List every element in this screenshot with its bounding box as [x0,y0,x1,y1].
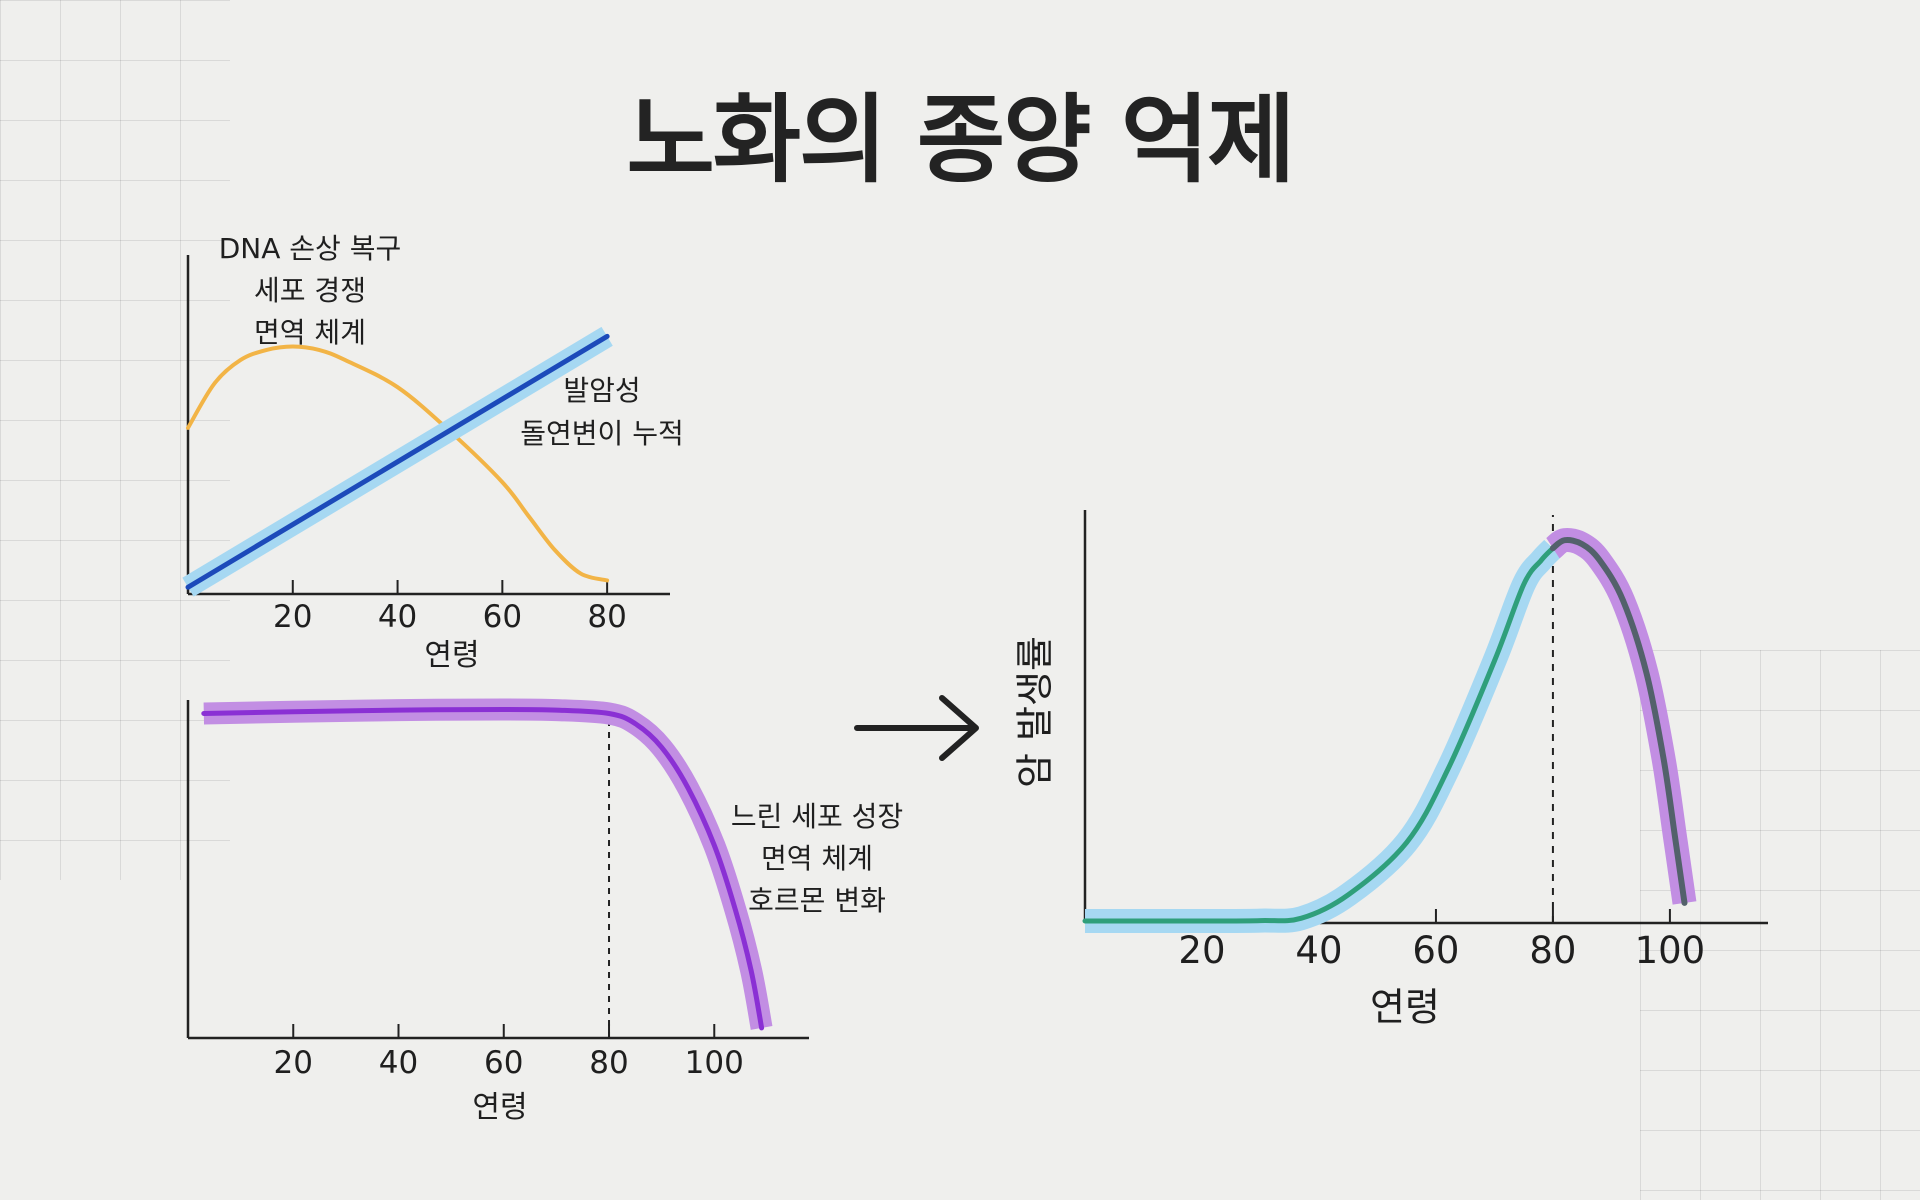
x-tick-label: 20 [273,599,312,635]
x-tick-label: 60 [484,1045,523,1081]
x-tick-label: 40 [1295,929,1342,972]
chart1-ticks: 20 40 60 80 [273,580,627,635]
x-tick-label: 60 [1412,929,1459,972]
chart1-series-orange-line [186,344,610,583]
chart2-annotation-line-3: 호르몬 변화 [748,884,886,917]
chart1-annotation-mutation-2: 돌연변이 누적 [520,417,683,450]
x-tick-label: 20 [1178,929,1225,972]
chart3-series-dark-line [1549,537,1688,906]
chart2-xlabel: 연령 [472,1090,527,1125]
chart1-annotation-line-3: 면역 체계 [254,316,366,349]
background-grid-right [1640,650,1920,1200]
chart1-annotation-mutation-1: 발암성 [563,374,640,407]
x-tick-label: 40 [378,599,417,635]
background-grid-left [0,0,230,880]
x-tick-label: 80 [587,599,626,635]
x-tick-label: 100 [685,1045,744,1081]
chart2-axes [186,700,809,1040]
x-tick-label: 80 [1529,929,1576,972]
x-tick-label: 20 [274,1045,313,1081]
chart3-series-blue-glow [1084,539,1562,934]
chart2-ticks: 20 40 60 80 100 [274,1024,744,1081]
chart1-xlabel: 연령 [424,638,479,673]
x-tick-label: 100 [1635,929,1706,972]
chart2-series-purple-line [201,707,765,1031]
chart3-ticks: 20 40 60 80 100 [1178,909,1705,972]
chart2-annotation-line-2: 면역 체계 [761,842,873,875]
chart1-annotation-line-1: DNA 손상 복구 [219,232,402,265]
chart1-annotation-line-2: 세포 경쟁 [254,274,366,307]
x-tick-label: 40 [379,1045,418,1081]
chart3-xlabel: 연령 [1370,985,1440,1029]
chart2-annotation-line-1: 느린 세포 성장 [731,800,903,833]
chart3-ylabel: 암 발생률 [1013,636,1057,788]
page-title: 노화의 종양 억제 [626,84,1295,196]
x-tick-label: 80 [589,1045,628,1081]
chart1-series-blue-line [185,333,610,590]
x-tick-label: 60 [483,599,522,635]
chart3-series-green-line [1082,545,1556,924]
